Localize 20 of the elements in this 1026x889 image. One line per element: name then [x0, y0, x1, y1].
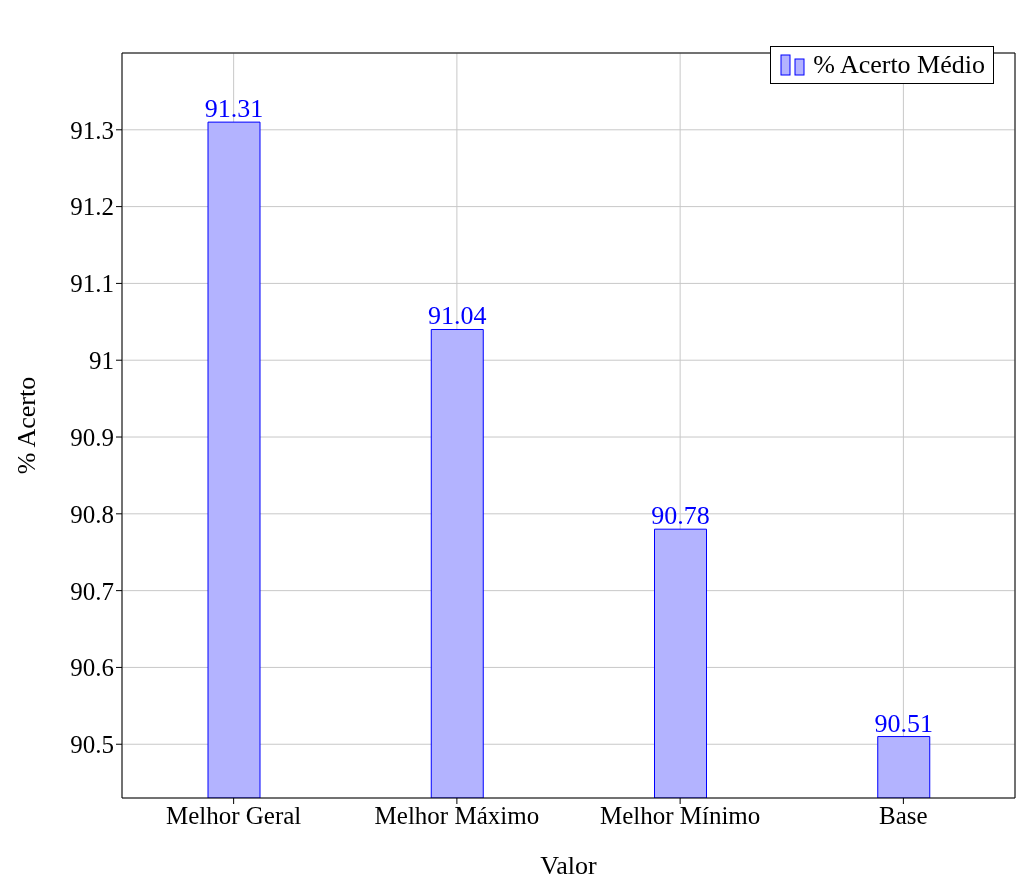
x-tick-label: Melhor Máximo	[374, 801, 540, 829]
x-tick-label: Base	[879, 801, 928, 829]
y-tick-label: 90.7	[70, 577, 114, 605]
y-tick-label: 90.5	[70, 731, 114, 759]
legend-label: % Acerto Médio	[813, 50, 985, 80]
x-tick-label: Melhor Mínimo	[599, 801, 761, 829]
y-tick-label: 90.8	[70, 500, 114, 528]
data-label: 91.04	[428, 301, 487, 331]
y-tick-label: 91.2	[70, 193, 114, 221]
x-tick-label: Melhor Geral	[165, 801, 302, 829]
data-label: 90.51	[874, 708, 933, 738]
y-axis-title: % Acerto	[12, 376, 42, 475]
y-tick-label: 91	[89, 347, 114, 375]
data-label: 90.78	[651, 501, 710, 531]
y-tick-label: 91.1	[70, 270, 114, 298]
data-label: 91.31	[204, 94, 264, 124]
x-axis-title: Valor	[540, 851, 597, 880]
y-tick-label: 91.3	[70, 116, 114, 144]
y-tick-label: 90.6	[70, 654, 114, 682]
y-tick-label: 90.9	[70, 423, 114, 451]
